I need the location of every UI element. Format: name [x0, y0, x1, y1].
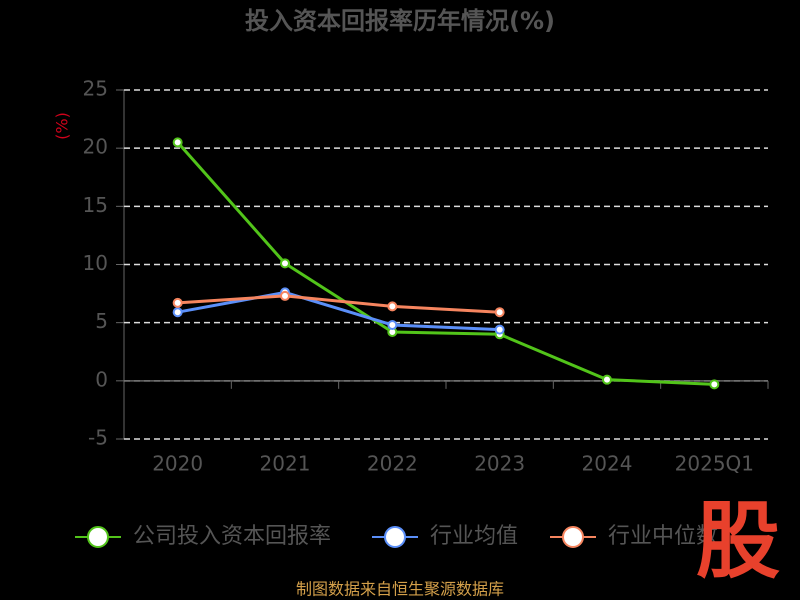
legend-marker	[384, 526, 406, 548]
legend-label: 公司投入资本回报率	[133, 524, 331, 549]
point	[172, 307, 183, 318]
point	[494, 324, 505, 335]
legend-marker	[87, 526, 109, 548]
x-tick-label: 2025Q1	[675, 452, 754, 476]
y-tick-label: 15	[83, 193, 108, 217]
point	[387, 301, 398, 312]
legend-label: 行业均值	[430, 524, 518, 549]
legend-label: 行业中位数	[608, 524, 718, 549]
y-tick-label: 25	[83, 77, 108, 101]
legend-marker	[562, 526, 584, 548]
x-tick-label: 2020	[152, 452, 203, 476]
point	[280, 258, 290, 269]
y-tick-label: 10	[83, 251, 108, 275]
point	[709, 379, 720, 390]
chart-title: 投入资本回报率历年情况(%)	[245, 7, 555, 35]
x-tick-label: 2023	[474, 452, 525, 476]
point	[602, 374, 612, 385]
y-tick-label: 5	[95, 309, 108, 333]
point	[280, 290, 290, 301]
x-tick-label: 2024	[582, 452, 633, 476]
y-tick-label: 20	[83, 135, 108, 159]
x-tick-label: 2021	[260, 452, 311, 476]
series-line	[177, 294, 500, 314]
point	[494, 307, 505, 318]
point	[172, 137, 183, 148]
x-tick-label: 2022	[367, 452, 418, 476]
point	[387, 319, 398, 330]
series-line	[177, 290, 500, 332]
y-tick-label: 0	[95, 367, 108, 391]
point	[172, 297, 183, 308]
y-axis-label: (%)	[53, 112, 72, 140]
logo: 股	[696, 492, 780, 590]
source-note: 制图数据来自恒生聚源数据库	[296, 580, 504, 599]
series-line	[176, 141, 715, 386]
y-tick-label: -5	[88, 426, 108, 450]
